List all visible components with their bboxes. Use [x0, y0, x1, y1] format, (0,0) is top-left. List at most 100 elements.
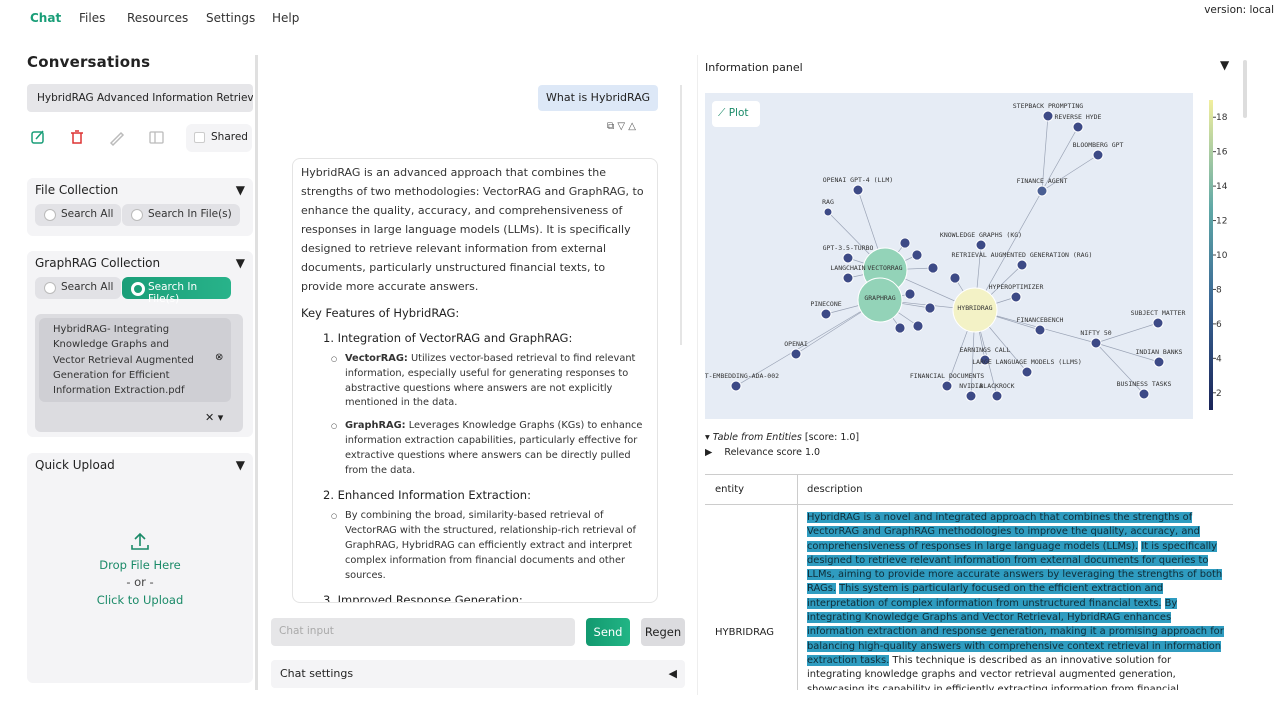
- regen-button[interactable]: Regen: [641, 618, 685, 646]
- graph-node[interactable]: [1036, 185, 1048, 197]
- graph-node[interactable]: [941, 380, 953, 392]
- graph-node[interactable]: [1072, 121, 1084, 133]
- graph-node[interactable]: [991, 390, 1003, 402]
- node-label: FINANCE AGENT: [1017, 177, 1068, 185]
- graph-node[interactable]: [1010, 291, 1022, 303]
- graph-node[interactable]: [1152, 317, 1164, 329]
- message-actions[interactable]: ⧉ ▽ △: [607, 121, 636, 132]
- column-divider: [797, 475, 798, 690]
- description-cell: HybridRAG is a novel and integrated appr…: [807, 511, 1225, 690]
- node-label: INDIAN BANKS: [1136, 348, 1183, 356]
- collapse-icon[interactable]: ▼: [235, 256, 245, 270]
- chat-settings[interactable]: Chat settings ◀: [271, 660, 685, 688]
- shared-toggle[interactable]: Shared: [186, 124, 252, 152]
- relevance-summary[interactable]: ▶ Relevance score 1.0: [705, 447, 821, 458]
- graph-node[interactable]: [1090, 337, 1102, 349]
- node-label: STEPBACK PROMPTING: [1013, 102, 1084, 110]
- send-button[interactable]: Send: [586, 618, 630, 646]
- plot-button[interactable]: ⟋ Plot: [712, 101, 760, 127]
- info-title: Information panel: [705, 61, 803, 74]
- node-label: OPENAI: [784, 340, 808, 348]
- graph-node: [904, 288, 916, 300]
- graph-node[interactable]: [790, 348, 802, 360]
- table-header: [705, 475, 1233, 505]
- scrollbar: [680, 85, 682, 345]
- bot-message: HybridRAG is an advanced approach that c…: [292, 158, 658, 603]
- graph-node[interactable]: [1092, 149, 1104, 161]
- collapse-icon[interactable]: ▼: [235, 183, 245, 197]
- graph-node[interactable]: [842, 252, 854, 264]
- remove-file[interactable]: ⊗: [215, 352, 224, 363]
- colorbar-label: 16: [1216, 148, 1228, 158]
- scrollbar: [255, 55, 258, 690]
- file-select[interactable]: HybridRAG- Integrating Knowledge Graphs …: [35, 314, 243, 432]
- node-label: SUBJECT MATTER: [1131, 309, 1186, 317]
- table-summary[interactable]: ▾ Table from Entities [score: 1.0]: [705, 432, 860, 443]
- graph-node[interactable]: [842, 272, 854, 284]
- graph-node[interactable]: [857, 277, 903, 323]
- nav-tab[interactable]: Chat: [30, 11, 62, 25]
- node-label: OPENAI GPT-4 (LLM): [823, 176, 893, 184]
- graph-node[interactable]: [852, 184, 864, 196]
- graph-node[interactable]: [1042, 110, 1054, 122]
- node-label: HYBRIDRAG: [957, 304, 992, 312]
- radio[interactable]: Search All: [35, 277, 122, 299]
- conversation-select[interactable]: HybridRAG Advanced Information Retriev: [27, 84, 253, 112]
- info-panel: [697, 55, 1241, 695]
- click-text: Click to Upload: [96, 592, 184, 607]
- graph-node[interactable]: [979, 354, 991, 366]
- table-title: Table from Entities: [712, 432, 802, 443]
- conversation-actions: [31, 130, 164, 147]
- radio[interactable]: Search In File(s): [122, 204, 240, 226]
- collapse-icon[interactable]: ▼: [235, 458, 245, 472]
- graph-node[interactable]: [820, 308, 832, 320]
- node-label: BUSINESS TASKS: [1117, 380, 1172, 388]
- graph-edge: [1041, 154, 1099, 192]
- checkbox[interactable]: [194, 132, 205, 143]
- radio[interactable]: Search In File(s): [122, 277, 231, 305]
- nav-tab[interactable]: Resources: [127, 11, 189, 25]
- delete-icon[interactable]: [71, 130, 83, 144]
- graph-node[interactable]: [730, 380, 742, 392]
- or-text: - or -: [126, 575, 154, 589]
- entity-cell: HYBRIDRAG: [715, 627, 775, 638]
- graph-edge: [1095, 342, 1145, 395]
- relevance: Relevance score 1.0: [724, 447, 821, 458]
- graph-node[interactable]: [1021, 366, 1033, 378]
- graph-node: [924, 302, 936, 314]
- nav-tab[interactable]: Files: [79, 11, 106, 25]
- graph-node[interactable]: [975, 239, 987, 251]
- feature-bullet: VectorRAG: Utilizes vector-based retriev…: [331, 352, 649, 411]
- colorbar-label: 18: [1216, 113, 1228, 123]
- node-label: BLOOMBERG GPT: [1073, 141, 1124, 149]
- plot-label: Plot: [728, 107, 749, 119]
- edit-icon[interactable]: [31, 130, 44, 144]
- radio[interactable]: Search All: [35, 204, 122, 226]
- description-segment: This system is particularly focused on t…: [807, 583, 1164, 609]
- graph-node: [912, 320, 924, 332]
- bullet-text: Utilizes vector-based retrieval to find …: [345, 353, 636, 409]
- chat-input[interactable]: Chat input: [271, 618, 575, 646]
- graph-node[interactable]: [965, 390, 977, 402]
- answer: HybridRAG is an advanced approach that c…: [301, 163, 649, 602]
- graph-edge: [1041, 115, 1049, 192]
- nav-tab[interactable]: Help: [272, 11, 300, 25]
- graph-node[interactable]: [1153, 356, 1165, 368]
- upload-area[interactable]: Drop File Here - or - Click to Upload: [27, 531, 253, 609]
- nav-tab[interactable]: Settings: [206, 11, 256, 25]
- graph-node[interactable]: [823, 207, 833, 217]
- clear-select[interactable]: ✕ ▾: [205, 411, 224, 424]
- scrollbar: [1243, 60, 1247, 118]
- collapse-icon[interactable]: ▼: [1220, 58, 1230, 72]
- user-message: What is HybridRAG: [538, 85, 659, 111]
- panel-icon[interactable]: [149, 131, 164, 144]
- node-label: KNOWLEDGE GRAPHS (KG): [940, 231, 1022, 239]
- graph-node[interactable]: [1138, 388, 1150, 400]
- graph-node[interactable]: [1016, 259, 1028, 271]
- graph-node[interactable]: [952, 287, 998, 333]
- graph-node[interactable]: [1034, 324, 1046, 336]
- node-label: EARNINGS CALL: [960, 346, 1011, 354]
- entity-table: entity description HYBRIDRAG HybridRAG i…: [705, 474, 1233, 690]
- rename-icon[interactable]: [109, 131, 125, 147]
